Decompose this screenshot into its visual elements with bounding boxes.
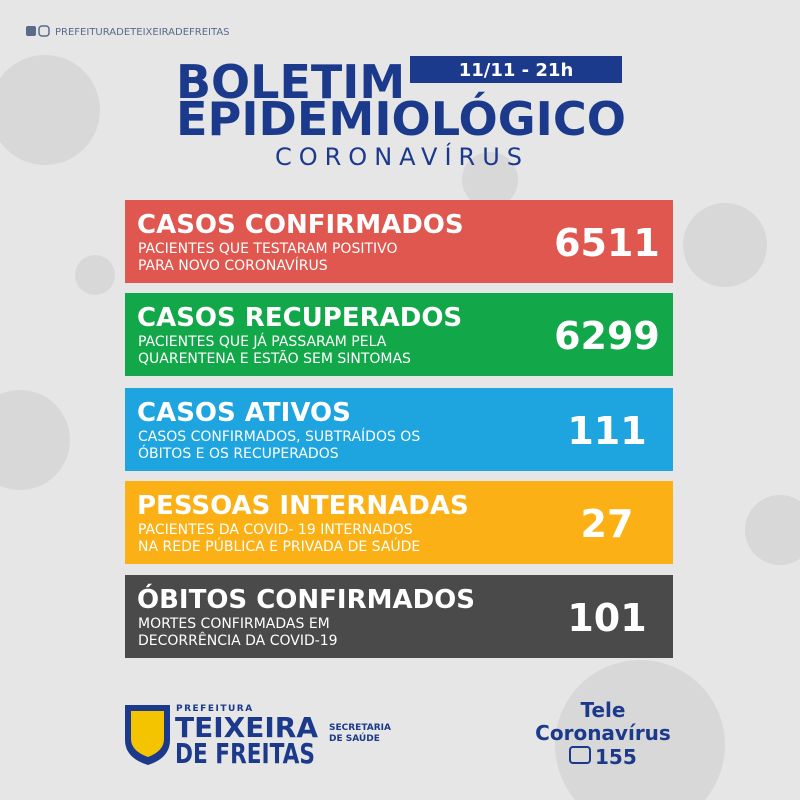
card-description: NA REDE PÚBLICA E PRIVADA DE SAÚDE (138, 537, 420, 555)
logo-line: DE FREITAS (175, 737, 315, 770)
virus (75, 255, 115, 295)
hotline-number: 155 (595, 745, 637, 769)
virus (0, 390, 70, 490)
decor-viruses (0, 55, 800, 800)
card-title: PESSOAS INTERNADAS (137, 491, 469, 521)
virus (462, 152, 518, 208)
virus (555, 660, 725, 800)
card-value: 111 (567, 409, 646, 453)
card (125, 388, 673, 471)
department: SECRETARIA (329, 723, 391, 733)
date-box (410, 56, 622, 83)
virus (0, 55, 100, 165)
logo-line: TEIXEIRA (175, 711, 318, 744)
card (125, 481, 673, 564)
card-title: CASOS RECUPERADOS (137, 303, 462, 333)
card-title: CASOS CONFIRMADOS (137, 210, 464, 240)
card-value: 27 (581, 502, 634, 546)
card-title: ÓBITOS CONFIRMADOS (137, 583, 475, 615)
logo: PREFEITURA TEIXEIRA DE FREITAS SECRETARI… (125, 704, 391, 770)
social-handle: PREFEITURADETEIXEIRADEFREITAS (55, 27, 230, 38)
subtitle: CORONAVÍRUS (275, 142, 529, 171)
card-description: DECORRÊNCIA DA COVID-19 (138, 631, 338, 649)
date: 11/11 - 21h (459, 60, 574, 81)
facebook-icon (26, 26, 36, 36)
card-description: CASOS CONFIRMADOS, SUBTRAÍDOS OS (138, 428, 420, 445)
card (125, 293, 673, 376)
card-value: 6299 (554, 314, 660, 358)
title-line: BOLETIM (176, 55, 405, 109)
hotline-line: Coronavírus (535, 721, 671, 745)
virus (745, 495, 800, 565)
card-value: 101 (567, 596, 646, 640)
card-description: ÓBITOS E OS RECUPERADOS (138, 444, 339, 462)
instagram-icon (38, 25, 50, 37)
logo-inner (131, 711, 164, 757)
virus (683, 203, 767, 287)
phone-icon (569, 746, 591, 764)
card-description: PACIENTES QUE TESTARAM POSITIVO (138, 241, 398, 257)
card-description: PACIENTES QUE JÁ PASSARAM PELA (138, 333, 387, 350)
card-description: QUARENTENA E ESTÃO SEM SINTOMAS (138, 350, 411, 367)
card (125, 200, 673, 283)
logo-top: PREFEITURA (176, 704, 254, 714)
card-description: MORTES CONFIRMADAS EM (138, 616, 330, 632)
card-value: 6511 (554, 221, 660, 265)
card-title: CASOS ATIVOS (137, 398, 351, 428)
card (125, 575, 673, 658)
card-description: PARA NOVO CORONAVÍRUS (138, 257, 328, 274)
title-line: EPIDEMIOLÓGICO (176, 92, 626, 146)
hotline: Tele Coronavírus 155 (535, 698, 671, 769)
card-description: PACIENTES DA COVID- 19 INTERNADOS (138, 522, 413, 538)
hotline-line: Tele (581, 698, 626, 722)
department: DE SAÚDE (329, 732, 380, 744)
